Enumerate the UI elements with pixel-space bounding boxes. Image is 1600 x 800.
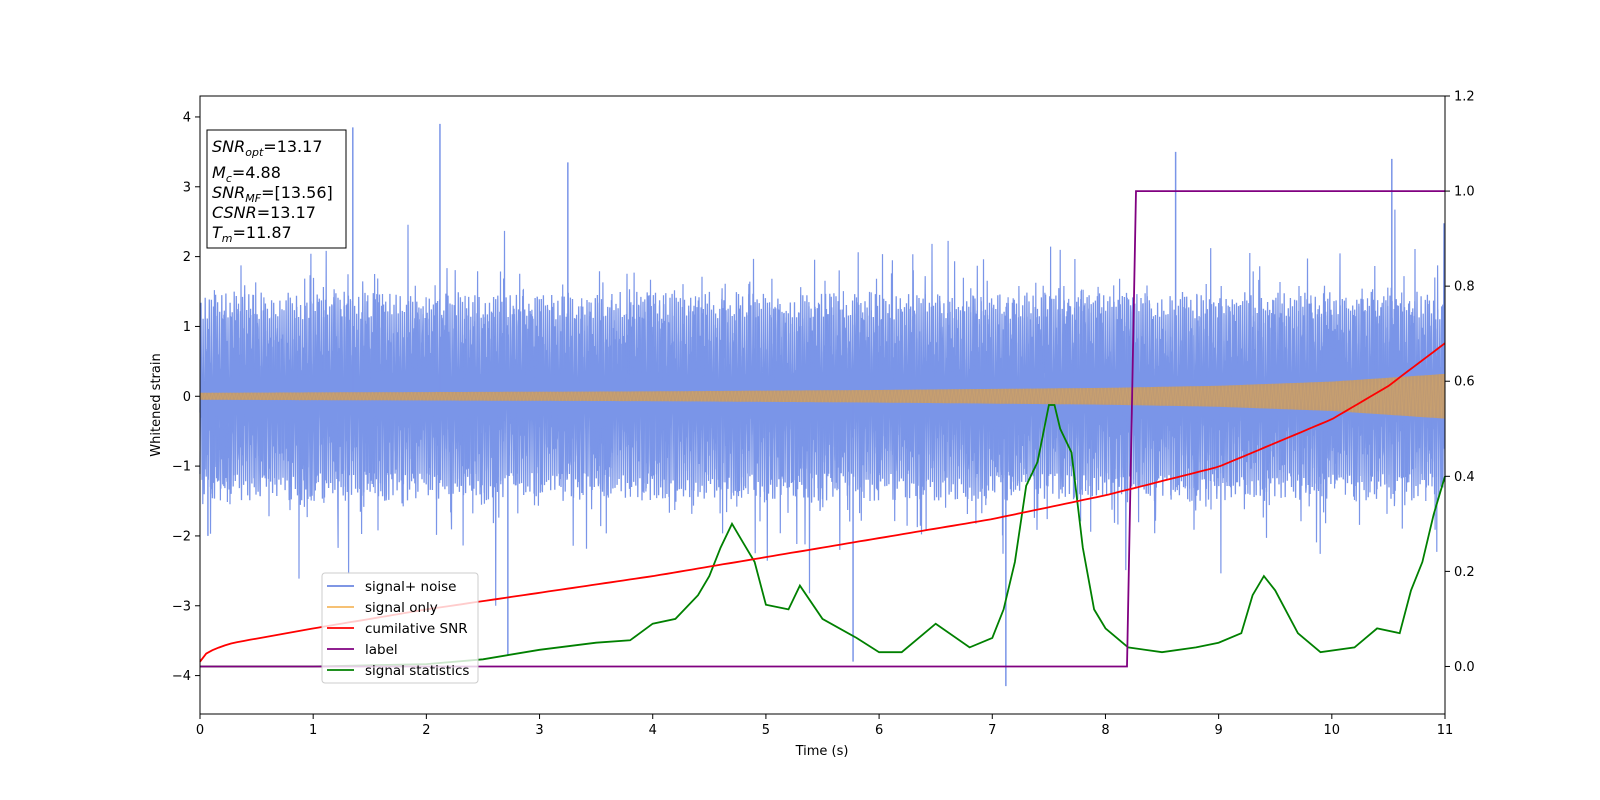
info-tm: Tm=11.87 [212, 223, 292, 245]
y-tick-label: 0 [183, 390, 191, 405]
legend-label: cumilative SNR [365, 621, 468, 637]
right-axis-ticks: 0.0 0.2 0.4 0.6 0.8 1.0 1.2 [1445, 90, 1475, 675]
series-signal-only [200, 373, 1445, 419]
info-snr-opt: SNRopt=13.17 [212, 137, 323, 159]
y2-tick-label: 1.0 [1454, 185, 1475, 200]
y-tick-label: −4 [172, 669, 191, 684]
y2-tick-label: 0.4 [1454, 470, 1475, 485]
x-tick-label: 11 [1437, 723, 1454, 738]
info-snr-mf: SNRMF=[13.56] [212, 183, 333, 205]
series-label [200, 190, 1445, 668]
signal-layer [199, 373, 1446, 419]
legend-label: signal statistics [365, 663, 469, 679]
y2-tick-label: 0.8 [1454, 280, 1475, 295]
y-tick-label: −2 [172, 529, 191, 544]
x-axis-label: Time (s) [795, 744, 849, 759]
y-tick-label: −3 [172, 599, 191, 614]
legend-label: signal+ noise [365, 579, 456, 595]
y2-tick-label: 0.0 [1454, 660, 1475, 675]
x-tick-label: 9 [1214, 723, 1222, 738]
series-signal-only-wave [199, 373, 1446, 419]
info-box: SNRopt=13.17 Mc=4.88 SNRMF=[13.56] CSNR=… [206, 129, 347, 249]
x-tick-label: 4 [649, 723, 657, 738]
legend-label: signal only [365, 600, 438, 616]
y-tick-label: −1 [172, 460, 191, 475]
y2-tick-label: 0.2 [1454, 565, 1475, 580]
x-tick-label: 5 [762, 723, 770, 738]
plot-frame [199, 95, 1446, 715]
x-tick-label: 2 [422, 723, 430, 738]
x-axis-ticks: 0 1 2 3 4 5 6 7 8 9 10 11 [196, 714, 1453, 738]
legend: signal+ noise signal only cumilative SNR la… [321, 572, 479, 684]
legend-frame [321, 572, 479, 684]
y-tick-label: 3 [183, 180, 191, 195]
info-box-frame [206, 129, 347, 249]
x-tick-label: 1 [309, 723, 317, 738]
y2-tick-label: 0.6 [1454, 375, 1475, 390]
info-csnr: CSNR=13.17 [212, 203, 316, 222]
noise-layer [199, 123, 1446, 687]
y-tick-label: 1 [183, 320, 191, 335]
info-mc: Mc=4.88 [212, 163, 281, 185]
series-signal-statistics [200, 404, 1446, 668]
legend-label: label [365, 642, 398, 658]
x-tick-label: 3 [535, 723, 543, 738]
x-tick-label: 6 [875, 723, 883, 738]
x-tick-label: 7 [988, 723, 996, 738]
x-tick-label: 10 [1324, 723, 1341, 738]
x-tick-label: 8 [1101, 723, 1109, 738]
left-axis-ticks: −4 −3 −2 −1 0 1 2 3 4 [172, 110, 200, 684]
x-tick-label: 0 [196, 723, 204, 738]
y-axis-label: Whitened strain [149, 353, 164, 456]
y2-tick-label: 1.2 [1454, 90, 1475, 105]
y-tick-label: 2 [183, 250, 191, 265]
series-signal-noise-core [199, 291, 1446, 502]
y-tick-label: 4 [183, 110, 191, 125]
